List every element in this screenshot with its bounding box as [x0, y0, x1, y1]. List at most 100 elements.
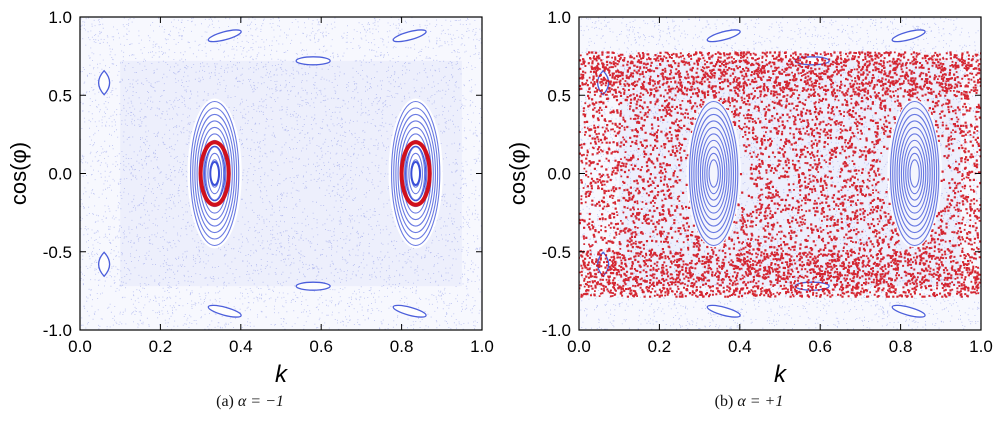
chart-b-svg: 0.0 0.2 0.4 0.6 0.8 1.0 -1.0 -0.5 0.0 0.5 1.0 k cos(… — [505, 8, 993, 388]
island-ring — [393, 107, 439, 240]
island — [207, 29, 242, 43]
island-ring — [693, 113, 734, 234]
x-tick-label: 0.2 — [149, 337, 173, 356]
island-ring — [194, 113, 235, 234]
chart-panel-b: 0.0 0.2 0.4 0.6 0.8 1.0 -1.0 -0.5 0.0 0.5 1.0 k cos(… — [499, 0, 999, 422]
y-tick-label: -0.5 — [542, 243, 571, 262]
island — [207, 304, 242, 318]
island — [295, 281, 331, 291]
island-ring — [702, 139, 726, 208]
island-crescent — [207, 304, 242, 318]
island-ring — [900, 133, 929, 214]
island-ring — [205, 146, 225, 201]
island — [97, 69, 111, 96]
sea-points — [80, 17, 482, 330]
caption-b-tag: (b) — [714, 393, 734, 410]
y-tick-label: 1.0 — [547, 8, 571, 27]
island-ring — [909, 159, 920, 188]
island — [388, 98, 443, 249]
island-diamond — [97, 251, 111, 278]
chart-a-svg: 0.0 0.2 0.4 0.6 0.8 1.0 -1.0 -0.5 0.0 0.5 1.0 k cos(… — [6, 8, 494, 388]
trajectory-points — [579, 51, 981, 298]
caption-a-tag: (a) — [216, 393, 234, 410]
island-ring — [408, 152, 423, 195]
island-cover — [687, 99, 740, 248]
x-tick-label: 0.4 — [229, 337, 253, 356]
trajectory-ring-inner — [405, 145, 427, 202]
island — [891, 304, 926, 318]
x-tick-label: 0.8 — [889, 337, 913, 356]
island-crescent — [891, 29, 926, 43]
island-ring — [192, 107, 238, 240]
island-ring — [395, 113, 436, 234]
caption-b-eq: α = +1 — [737, 393, 784, 410]
island-ring — [903, 139, 927, 208]
island-ring — [898, 126, 931, 221]
y-tick-label: 0.0 — [547, 165, 571, 184]
x-tick-label: 0.4 — [728, 337, 752, 356]
island — [706, 304, 741, 318]
caption-b: (b) α = +1 — [499, 393, 999, 411]
x-tick-label: 0.8 — [390, 337, 414, 356]
island-ring — [708, 159, 719, 188]
island-crescent — [392, 304, 427, 318]
island-ring — [894, 113, 935, 234]
island-ring — [892, 107, 938, 240]
trajectory-ring — [399, 140, 432, 207]
island-crescent — [891, 304, 926, 318]
island-center — [410, 160, 422, 187]
y-axis-title: cos(φ) — [6, 142, 31, 205]
island — [295, 56, 331, 66]
y-tick-label: 0.5 — [48, 86, 72, 105]
x-axis-title: k — [774, 361, 788, 388]
island-ring — [704, 146, 724, 201]
island-ring — [907, 152, 922, 195]
island-ring — [190, 100, 240, 247]
island-crescent — [706, 304, 741, 318]
x-tick-label: 0.2 — [648, 337, 672, 356]
island-ring — [890, 100, 940, 247]
island-ring — [697, 126, 730, 221]
island-ring — [896, 120, 933, 227]
island — [97, 251, 111, 278]
island-ring — [397, 120, 434, 227]
trajectory-ring-inner — [204, 145, 226, 202]
x-tick-label: 0.0 — [68, 337, 92, 356]
trajectory-ring — [198, 140, 231, 207]
island-crescent — [392, 29, 427, 43]
island — [891, 29, 926, 43]
y-axis-title: cos(φ) — [505, 142, 530, 205]
island-ring — [691, 107, 737, 240]
island-ring — [706, 152, 721, 195]
highlighted-trajectory — [579, 51, 981, 298]
island-ring — [695, 120, 732, 227]
highlighted-trajectory — [198, 140, 432, 207]
y-tick-label: 1.0 — [48, 8, 72, 27]
y-tick-label: -1.0 — [542, 321, 571, 340]
island-ring — [905, 146, 925, 201]
island-center — [209, 160, 221, 187]
x-tick-label: 0.0 — [567, 337, 591, 356]
island-ring — [391, 100, 441, 247]
x-tick-label: 0.6 — [808, 337, 832, 356]
island-cover — [888, 99, 941, 248]
island-ring — [699, 133, 728, 214]
island-diamond — [97, 69, 111, 96]
y-tick-label: 0.0 — [48, 165, 72, 184]
island — [392, 304, 427, 318]
x-tick-label: 0.6 — [309, 337, 333, 356]
x-tick-label: 1.0 — [969, 337, 993, 356]
island-ring — [196, 120, 233, 227]
island — [392, 29, 427, 43]
caption-a-eq: α = −1 — [237, 393, 284, 410]
island — [187, 98, 242, 249]
y-tick-label: 0.5 — [547, 86, 571, 105]
island-crescent — [706, 29, 741, 43]
island-ring — [406, 146, 426, 201]
island-crescent — [207, 29, 242, 43]
chart-panel-a: 0.0 0.2 0.4 0.6 0.8 1.0 -1.0 -0.5 0.0 0.5 1.0 k cos(… — [6, 8, 494, 410]
island-crescent — [295, 56, 331, 66]
island-ring — [207, 152, 222, 195]
island-ring — [689, 100, 739, 247]
y-tick-label: -0.5 — [43, 243, 72, 262]
